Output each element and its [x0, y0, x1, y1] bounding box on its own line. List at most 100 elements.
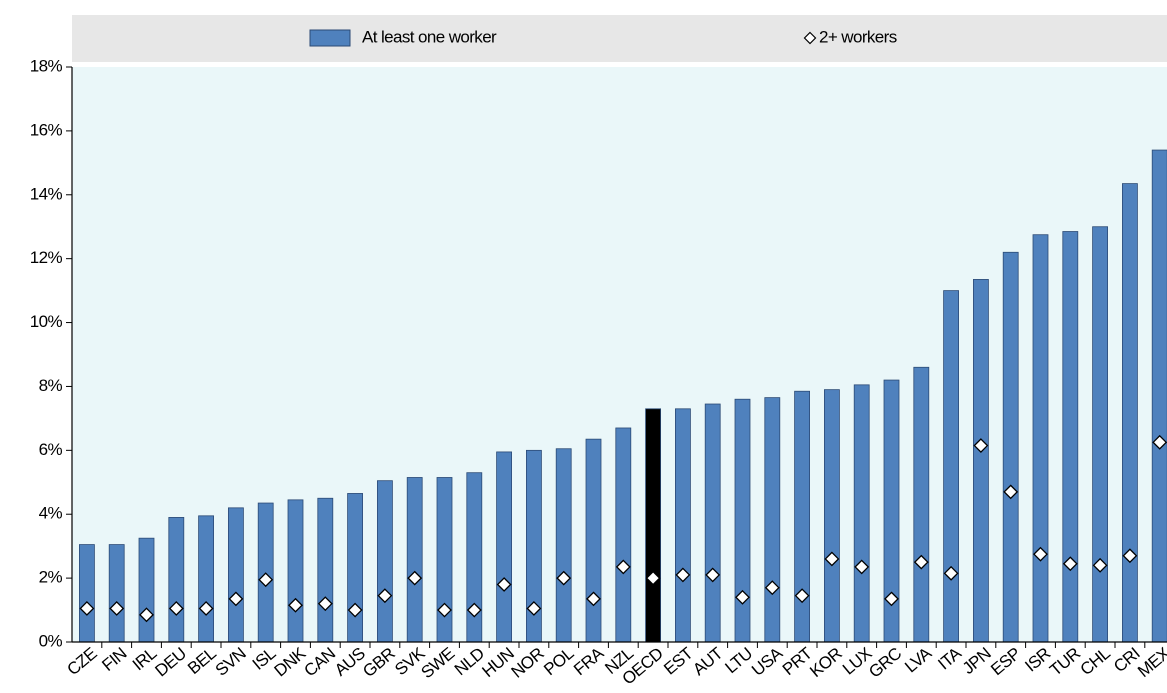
legend-swatch — [309, 29, 351, 47]
bar — [1002, 251, 1019, 643]
x-tick-label: ESP — [987, 644, 1024, 679]
bar — [1092, 226, 1108, 643]
bar — [853, 384, 870, 643]
x-tick-label: FIN — [98, 644, 130, 675]
bar — [824, 389, 840, 643]
diamond-marker — [1122, 548, 1138, 564]
y-tick-label: 18% — [30, 56, 63, 75]
bar — [1032, 234, 1049, 643]
diamond-marker — [258, 572, 274, 588]
diamond-marker — [466, 602, 482, 618]
bar — [615, 427, 632, 643]
bar — [108, 544, 125, 643]
diamond-marker — [1033, 546, 1048, 562]
y-tick-label: 6% — [39, 440, 63, 459]
legend-marker — [803, 31, 817, 45]
bar — [973, 279, 989, 643]
x-tick-label: DEU — [151, 644, 189, 680]
bar — [1122, 183, 1138, 643]
x-tick-label: TUR — [1046, 644, 1084, 680]
x-tick-label: LTU — [721, 644, 755, 677]
diamond-marker — [139, 607, 154, 623]
diamond-marker — [288, 597, 303, 613]
x-tick-label: NLD — [451, 644, 488, 679]
diamond-marker — [675, 567, 691, 583]
bar — [168, 517, 185, 643]
y-tick-label: 12% — [30, 248, 63, 267]
diamond-marker — [1092, 557, 1108, 573]
diamond-marker — [79, 601, 95, 616]
diamond-marker — [913, 554, 929, 570]
x-tick-label: AUT — [689, 644, 726, 679]
x-tick-label: JPN — [959, 644, 994, 678]
y-tick-label: 0% — [39, 631, 63, 650]
bar — [1062, 231, 1079, 643]
x-tick-label: AUS — [331, 644, 369, 680]
bar — [555, 448, 572, 643]
bar — [645, 408, 661, 643]
diamond-marker — [764, 580, 780, 596]
x-tick-label: ITA — [934, 643, 965, 673]
diamond-marker — [1062, 556, 1078, 572]
diamond-marker — [973, 438, 989, 453]
y-tick-label: 4% — [39, 504, 63, 523]
diamond-marker — [735, 589, 750, 605]
x-tick-label: SVN — [212, 644, 250, 680]
legend-label: At least one worker — [362, 27, 497, 46]
diamond-marker — [198, 601, 214, 616]
diamond-marker — [794, 588, 810, 604]
bar — [585, 438, 602, 643]
x-tick-label: FRA — [570, 643, 608, 679]
legend-label: 2+ workers — [819, 27, 897, 46]
bar — [913, 366, 930, 643]
diamond-marker — [496, 577, 512, 592]
diamond-marker — [1152, 434, 1167, 450]
diamond-marker — [884, 591, 899, 607]
diamond-marker — [407, 570, 423, 586]
bar — [704, 403, 721, 643]
bar — [198, 515, 215, 643]
y-tick-label: 2% — [39, 568, 63, 587]
diamond-marker — [1003, 484, 1019, 500]
y-tick-label: 14% — [30, 184, 63, 203]
bar — [496, 451, 513, 643]
x-tick-label: CAN — [300, 644, 338, 680]
x-tick-label: PRT — [779, 644, 816, 679]
diamond-marker — [645, 570, 661, 586]
x-tick-label: EST — [660, 644, 696, 679]
diamond-marker — [824, 551, 840, 567]
bar — [794, 390, 810, 643]
legend-band — [72, 15, 1167, 62]
diamond-marker — [228, 591, 244, 607]
diamond-marker — [168, 601, 184, 616]
diamond-marker — [317, 596, 333, 612]
x-tick-label: MEX — [1134, 644, 1167, 681]
diamond-marker — [437, 602, 452, 618]
diamond-marker — [526, 601, 542, 616]
x-tick-label: CZE — [63, 644, 100, 679]
y-tick-label: 10% — [30, 312, 63, 331]
bar — [675, 408, 691, 643]
diamond-marker — [347, 602, 363, 618]
bar — [376, 480, 393, 643]
diamond-marker — [615, 559, 631, 575]
y-tick-label: 16% — [30, 120, 63, 139]
x-tick-label: GRC — [865, 644, 905, 682]
bar — [317, 497, 334, 643]
bar — [943, 290, 959, 643]
x-tick-label: BEL — [184, 644, 220, 678]
bar — [734, 398, 751, 643]
x-tick-label: CHL — [1077, 644, 1114, 679]
x-tick-label: POL — [540, 644, 577, 679]
diamond-marker — [109, 601, 125, 616]
x-tick-label: LVA — [901, 643, 935, 676]
bar — [1151, 149, 1167, 643]
bar — [79, 544, 95, 643]
diamond-marker — [556, 570, 572, 586]
diamond-marker — [377, 588, 393, 604]
diamond-marker — [705, 567, 721, 583]
x-tick-label: ISR — [1021, 644, 1054, 676]
bar — [764, 397, 781, 643]
